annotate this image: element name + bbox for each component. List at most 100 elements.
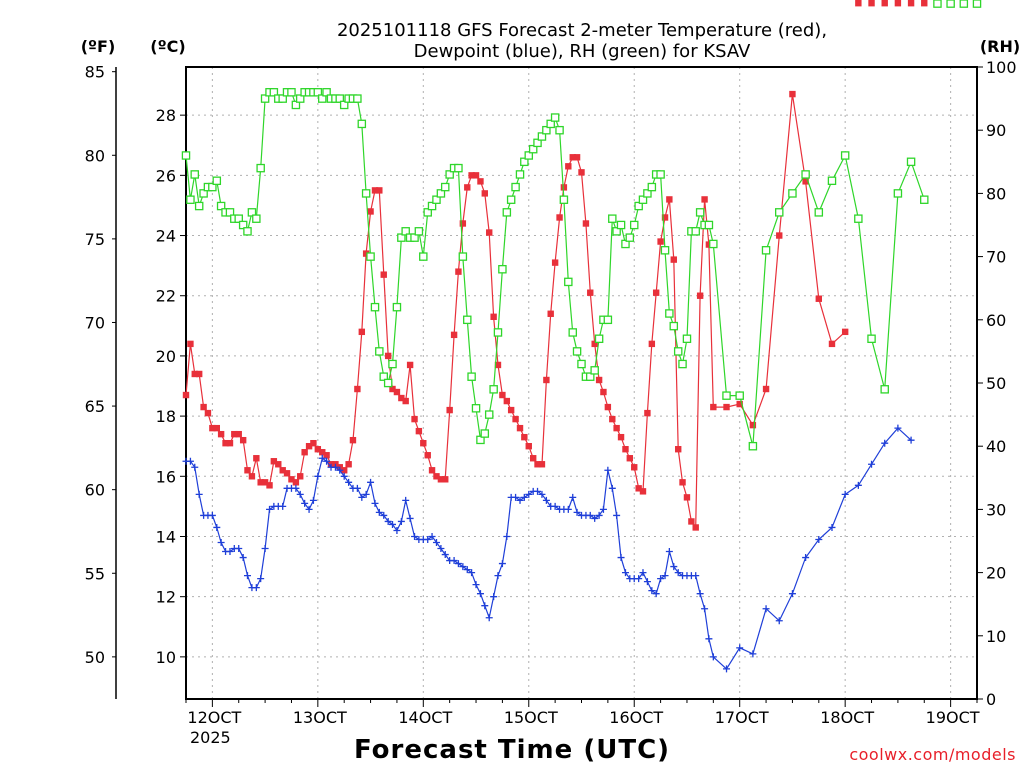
temperature-point [855, 0, 862, 7]
temperature-point [600, 388, 607, 396]
rh-point [761, 246, 771, 255]
temperature-point [187, 340, 194, 348]
rh-point [827, 176, 837, 186]
temperature-point [481, 190, 488, 197]
rh-point [388, 359, 397, 369]
dewpoint-point [323, 457, 331, 465]
temperature-point [442, 476, 449, 483]
dewpoint-point [345, 478, 353, 486]
rh-point [660, 246, 670, 255]
series-layer [182, 0, 982, 673]
rh-point [801, 170, 810, 179]
fahrenheit-tick-label: 75 [85, 230, 105, 249]
dewpoint-point [243, 572, 251, 580]
temperature-point [239, 436, 247, 444]
rh-point [375, 347, 384, 356]
rh-point [528, 144, 538, 154]
rh-tick-label: 50 [986, 374, 1006, 393]
dewpoint-point [828, 523, 836, 531]
dewpoint-point [402, 496, 410, 504]
temperature-point [578, 169, 585, 176]
temperature-point [406, 361, 414, 369]
rh-point [647, 182, 657, 192]
temperature-point [191, 370, 198, 378]
dewpoint-point [195, 490, 203, 498]
dewpoint-point [586, 511, 594, 519]
rh-point [673, 347, 683, 356]
dewpoint-point [397, 517, 405, 525]
temperature-point [595, 376, 603, 384]
dewpoint-line [186, 427, 912, 670]
temperature-point [248, 473, 256, 480]
temperature-point [393, 388, 401, 396]
dewpoint-point [621, 569, 629, 577]
rh-point [432, 195, 441, 204]
temperature-point [424, 452, 431, 459]
rh-point [616, 220, 626, 230]
temperature-point [692, 524, 699, 531]
temperature-point [881, 0, 888, 7]
dewpoint-point [569, 493, 577, 501]
dewpoint-point [841, 490, 849, 498]
x-tick-label: 12OCT [187, 708, 241, 727]
dewpoint-point [213, 523, 221, 531]
rh-point [678, 359, 687, 369]
rh-point [194, 201, 204, 211]
temperature-point [921, 0, 928, 7]
rh-point [603, 315, 613, 325]
rh-point [656, 170, 665, 179]
temperature-point [468, 172, 475, 179]
rh-point [594, 334, 604, 344]
rh-point [550, 113, 560, 122]
dewpoint-point [305, 505, 313, 513]
dewpoint-point [894, 424, 902, 432]
rh-point [313, 88, 323, 97]
temperature-point [257, 479, 264, 486]
celsius-tick-label: 24 [156, 227, 176, 246]
dewpoint-point [652, 590, 660, 598]
rh-point [379, 372, 388, 381]
rh-point [234, 214, 243, 223]
rh-point [190, 170, 200, 179]
rh-point [524, 151, 534, 160]
rh-point [542, 125, 551, 135]
rh-point [537, 132, 547, 141]
temperature-point [762, 385, 770, 393]
dewpoint-point [411, 532, 419, 540]
rh-point [629, 220, 639, 230]
rh-point [295, 94, 305, 103]
dewpoint-point [639, 569, 647, 577]
rh-point [252, 214, 261, 223]
temperature-point [270, 458, 278, 465]
rh-point [577, 359, 586, 369]
rh-point [625, 233, 635, 242]
dewpoint-point [665, 548, 673, 556]
dewpoint-point [235, 545, 243, 553]
dewpoint-point [854, 481, 862, 489]
temperature-point [213, 424, 220, 432]
rh-tick-label: 80 [986, 184, 1006, 203]
rh-tick-label: 10 [986, 627, 1006, 646]
rh-point [920, 195, 929, 204]
x-tick-label: 17OCT [715, 708, 769, 727]
dewpoint-point [490, 593, 498, 601]
temperature-point [226, 439, 234, 447]
rh-point [735, 391, 744, 400]
x-tick-label: 19OCT [926, 708, 980, 727]
rh-point [572, 347, 582, 356]
rh-point [260, 94, 270, 103]
temperature-point [525, 443, 532, 450]
rh-point [471, 404, 481, 413]
temperature-point [907, 0, 915, 7]
temperature-point [802, 178, 809, 185]
temperature-point [450, 331, 458, 339]
temperature-point [494, 361, 502, 369]
temperature-point [437, 476, 445, 483]
rh-point [814, 208, 824, 217]
rh-point [788, 189, 797, 198]
temperature-point [604, 403, 612, 411]
temperature-point [305, 443, 313, 450]
temperature-point [507, 406, 515, 414]
dewpoint-point [494, 572, 502, 580]
rh-point [854, 214, 863, 223]
